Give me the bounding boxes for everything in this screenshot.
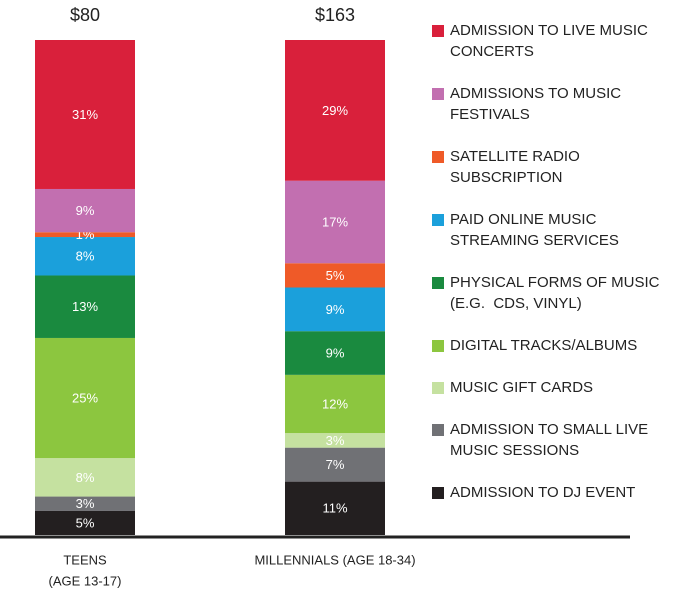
legend-swatch bbox=[432, 277, 444, 289]
legend-item: DIGITAL TRACKS/ALBUMS bbox=[432, 335, 677, 356]
bar-segment bbox=[35, 458, 135, 497]
x-tick-label: TEENS bbox=[63, 552, 107, 567]
legend-item: PAID ONLINE MUSIC STREAMING SERVICES bbox=[432, 209, 677, 251]
data-label: 29% bbox=[322, 103, 348, 118]
x-tick-label: (AGE 13-17) bbox=[49, 573, 122, 588]
bar-segment bbox=[285, 331, 385, 375]
legend-item: ADMISSIONS TO MUSIC FESTIVALS bbox=[432, 83, 677, 125]
data-label: 12% bbox=[322, 396, 348, 411]
data-label: 9% bbox=[326, 302, 345, 317]
legend-item: ADMISSION TO DJ EVENT bbox=[432, 482, 677, 503]
data-label: 3% bbox=[76, 496, 95, 511]
legend-item: MUSIC GIFT CARDS bbox=[432, 377, 677, 398]
data-label: 11% bbox=[322, 501, 347, 516]
legend-label: ADMISSIONS TO MUSIC FESTIVALS bbox=[450, 85, 626, 123]
legend-swatch bbox=[432, 382, 444, 394]
data-label: 9% bbox=[76, 203, 95, 218]
legend-item: SATELLITE RADIO SUBSCRIPTION bbox=[432, 146, 677, 188]
data-label: 8% bbox=[76, 249, 95, 264]
legend-label: DIGITAL TRACKS/ALBUMS bbox=[450, 337, 638, 354]
legend-label: PHYSICAL FORMS OF MUSIC (E.G. CDS, VINYL… bbox=[450, 274, 664, 312]
bar-segment bbox=[285, 374, 385, 434]
bar-segment bbox=[285, 481, 385, 535]
legend-swatch bbox=[432, 151, 444, 163]
legend-label: PAID ONLINE MUSIC STREAMING SERVICES bbox=[450, 211, 619, 249]
data-label: 25% bbox=[72, 390, 98, 405]
legend-swatch bbox=[432, 88, 444, 100]
bar-segment bbox=[285, 447, 385, 482]
data-label: 7% bbox=[326, 457, 345, 472]
data-label: 3% bbox=[326, 433, 345, 448]
bar-segment bbox=[35, 496, 135, 511]
legend-swatch bbox=[432, 424, 444, 436]
legend-label: MUSIC GIFT CARDS bbox=[450, 379, 594, 396]
bar-segment bbox=[285, 433, 385, 448]
legend-label: ADMISSION TO DJ EVENT bbox=[450, 484, 636, 501]
legend: ADMISSION TO LIVE MUSIC CONCERTS ADMISSIO… bbox=[432, 20, 677, 524]
data-label: 5% bbox=[76, 515, 95, 530]
legend-label: ADMISSION TO SMALL LIVE MUSIC SESSIONS bbox=[450, 421, 653, 459]
bar-segment bbox=[35, 510, 135, 535]
legend-item: ADMISSION TO SMALL LIVE MUSIC SESSIONS bbox=[432, 419, 677, 461]
data-label: 17% bbox=[322, 214, 348, 229]
bar-segment bbox=[285, 287, 385, 332]
data-label: 9% bbox=[326, 345, 345, 360]
legend-swatch bbox=[432, 214, 444, 226]
bar-segment bbox=[285, 263, 385, 288]
legend-item: PHYSICAL FORMS OF MUSIC (E.G. CDS, VINYL… bbox=[432, 272, 677, 314]
legend-item: ADMISSION TO LIVE MUSIC CONCERTS bbox=[432, 20, 677, 62]
bar-segment bbox=[35, 275, 135, 338]
bar-segment bbox=[35, 188, 135, 233]
legend-label: SATELLITE RADIO SUBSCRIPTION bbox=[450, 148, 584, 186]
legend-swatch bbox=[432, 340, 444, 352]
legend-label: ADMISSION TO LIVE MUSIC CONCERTS bbox=[450, 22, 652, 60]
bar-segment bbox=[285, 180, 385, 264]
bar-segment bbox=[35, 237, 135, 276]
legend-swatch bbox=[432, 25, 444, 37]
data-label: 5% bbox=[326, 268, 345, 283]
data-label: 31% bbox=[72, 107, 98, 122]
total-label: $163 bbox=[315, 5, 355, 25]
x-tick-label: MILLENNIALS (AGE 18-34) bbox=[254, 552, 415, 567]
bar-segment bbox=[35, 40, 135, 189]
data-label: 13% bbox=[72, 299, 98, 314]
bar-segment bbox=[35, 337, 135, 459]
bar-segment bbox=[35, 232, 135, 238]
bar-segment bbox=[285, 40, 385, 181]
total-label: $80 bbox=[70, 5, 100, 25]
data-label: 8% bbox=[76, 470, 95, 485]
legend-swatch bbox=[432, 487, 444, 499]
